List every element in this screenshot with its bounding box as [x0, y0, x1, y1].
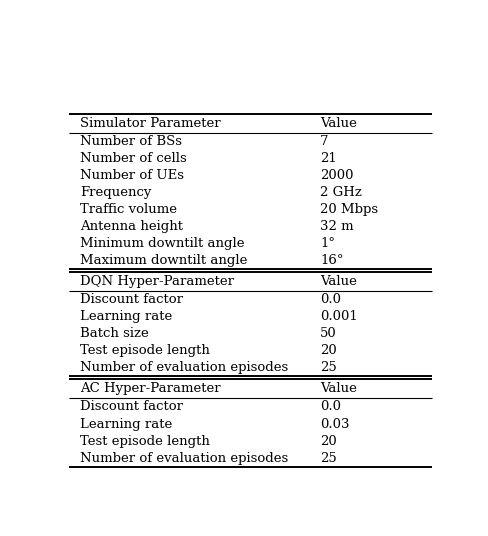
Text: 50: 50 [320, 327, 337, 340]
Text: Number of cells: Number of cells [80, 152, 186, 165]
Text: 0.0: 0.0 [320, 400, 341, 413]
Text: Discount factor: Discount factor [80, 293, 183, 306]
Text: 25: 25 [320, 361, 337, 374]
Text: 20: 20 [320, 435, 337, 448]
Text: DQN Hyper-Parameter: DQN Hyper-Parameter [80, 275, 234, 288]
Text: 0.001: 0.001 [320, 310, 358, 323]
Text: AC Hyper-Parameter: AC Hyper-Parameter [80, 383, 221, 396]
Text: 2000: 2000 [320, 169, 354, 182]
Text: Number of evaluation episodes: Number of evaluation episodes [80, 361, 288, 374]
Text: 25: 25 [320, 451, 337, 465]
Text: Batch size: Batch size [80, 327, 149, 340]
Text: Simulator Parameter: Simulator Parameter [80, 117, 221, 130]
Text: Maximum downtilt angle: Maximum downtilt angle [80, 254, 247, 267]
Text: Learning rate: Learning rate [80, 418, 172, 430]
Text: 0.0: 0.0 [320, 293, 341, 306]
Text: Test episode length: Test episode length [80, 435, 210, 448]
Text: Number of UEs: Number of UEs [80, 169, 184, 182]
Text: 1°: 1° [320, 237, 335, 250]
Text: 32 m: 32 m [320, 220, 354, 233]
Text: Traffic volume: Traffic volume [80, 203, 177, 216]
Text: Learning rate: Learning rate [80, 310, 172, 323]
Text: 20 Mbps: 20 Mbps [320, 203, 378, 216]
Text: Antenna height: Antenna height [80, 220, 183, 233]
Text: Value: Value [320, 275, 357, 288]
Text: 20: 20 [320, 344, 337, 358]
Text: Minimum downtilt angle: Minimum downtilt angle [80, 237, 244, 250]
Text: Discount factor: Discount factor [80, 400, 183, 413]
Text: 21: 21 [320, 152, 337, 165]
Text: Value: Value [320, 117, 357, 130]
Text: 0.03: 0.03 [320, 418, 349, 430]
Text: Number of BSs: Number of BSs [80, 135, 182, 148]
Text: 16°: 16° [320, 254, 344, 267]
Text: Frequency: Frequency [80, 186, 151, 199]
Text: 2 GHz: 2 GHz [320, 186, 362, 199]
Text: Number of evaluation episodes: Number of evaluation episodes [80, 451, 288, 465]
Text: Test episode length: Test episode length [80, 344, 210, 358]
Text: Value: Value [320, 383, 357, 396]
Text: 7: 7 [320, 135, 328, 148]
